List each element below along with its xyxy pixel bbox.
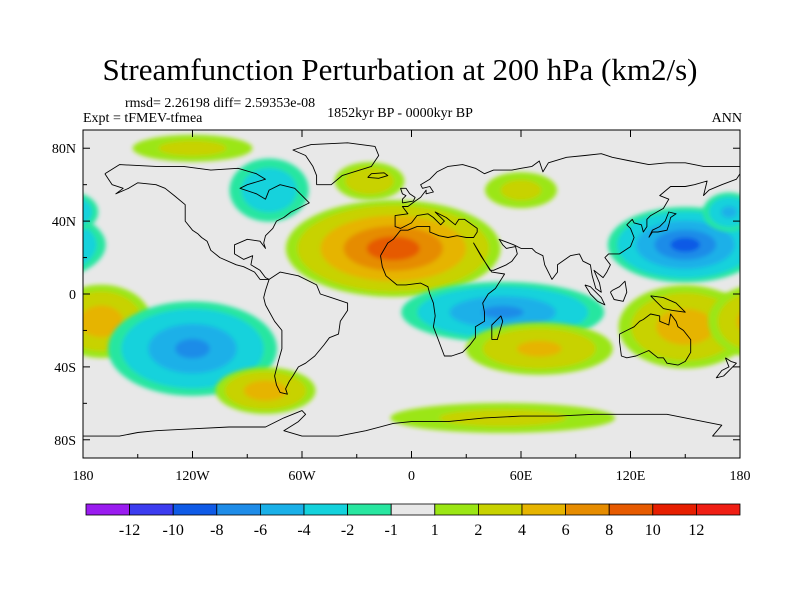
- field-feature: [83, 284, 740, 358]
- contour-level: [83, 305, 123, 338]
- contour-level-wrap: [736, 312, 740, 330]
- field-feature: [334, 162, 405, 201]
- experiment-label: Expt = tFMEV-tfmea: [83, 111, 203, 126]
- colorbar-label: -6: [254, 522, 267, 539]
- lon-tick-label: 60E: [510, 469, 533, 484]
- contour-level: [175, 338, 210, 359]
- colorbar-swatch: [390, 503, 436, 516]
- contour-level: [439, 409, 567, 427]
- field-feature: [83, 192, 740, 232]
- colorbar-label: 12: [688, 522, 704, 539]
- period-label: 1852kyr BP - 0000kyr BP: [327, 106, 473, 121]
- field-feature: [485, 172, 557, 209]
- lat-tick-label: 40N: [52, 215, 76, 230]
- axis-ticks: 80N 40N 0 40S 80S 180 120W 60W 0 60E 120E 180: [52, 130, 751, 484]
- colorbar-label: -8: [210, 522, 223, 539]
- coastline-iceland: [367, 172, 389, 179]
- contour-field: [83, 130, 740, 458]
- coastline-antarctica: [83, 410, 740, 437]
- colorbar-label: 8: [605, 522, 613, 539]
- contour-level-wrap: [717, 294, 740, 348]
- colorbar-swatch: [521, 503, 566, 516]
- lat-tick-label: 40S: [54, 361, 76, 376]
- lon-tick-label: 180: [730, 469, 751, 484]
- season-label: ANN: [711, 111, 742, 126]
- coastline-north-america: [104, 164, 310, 280]
- field-feature: [132, 134, 253, 162]
- contour-level: [158, 140, 227, 156]
- field-feature: [285, 200, 501, 297]
- coastline-new-guinea: [650, 295, 686, 313]
- colorbar-swatch: [696, 503, 741, 516]
- contour-level: [243, 380, 288, 401]
- lon-tick-label: 120E: [616, 469, 646, 484]
- field-feature: [215, 367, 316, 414]
- colorbar-label: -10: [163, 522, 184, 539]
- contour-level: [721, 206, 737, 218]
- colorbar-swatch: [434, 503, 479, 516]
- coastlines: [83, 142, 740, 437]
- colorbar-label: 4: [518, 522, 526, 539]
- coastline-new-zealand: [715, 357, 737, 379]
- colorbar-swatch: [216, 503, 261, 516]
- lat-tick-label: 80S: [54, 434, 76, 449]
- colorbar-label: 10: [645, 522, 661, 539]
- colorbar-label: -1: [385, 522, 398, 539]
- contour-level: [500, 179, 542, 201]
- field-feature: [83, 285, 740, 369]
- stats-text: rmsd= 2.26198 diff= 2.59353e-08: [125, 96, 316, 111]
- coastline-south-america: [263, 271, 349, 395]
- lat-tick-label: 0: [69, 288, 76, 303]
- coastline-uk: [400, 187, 416, 204]
- colorbar-swatch: [259, 503, 305, 516]
- contour-level-wrap: [83, 199, 93, 225]
- coastline-australia: [619, 313, 692, 366]
- colorbar-swatch: [303, 503, 348, 516]
- lon-tick-label: 180: [73, 469, 94, 484]
- colorbar-swatch: [172, 503, 218, 516]
- contour-level: [366, 236, 420, 261]
- field-feature: [465, 322, 613, 375]
- colorbar-swatch: [652, 503, 697, 516]
- coastline-japan: [648, 211, 677, 238]
- coastline-madagascar: [491, 315, 504, 341]
- coastline-africa-eurasia: [380, 153, 740, 357]
- colorbar-label: -12: [119, 522, 140, 539]
- field-feature: [83, 207, 740, 283]
- contour-level: [517, 340, 562, 357]
- field-feature: [107, 301, 278, 396]
- colorbar-swatch: [85, 503, 130, 516]
- lat-tick-label: 80N: [52, 142, 76, 157]
- contour-level: [345, 167, 394, 195]
- colorbar: -12 -10 -8 -6 -4 -2 -1 1 2 4 6 8 10 12: [85, 503, 741, 539]
- colorbar-label: -4: [297, 522, 310, 539]
- colorbar-label: 6: [562, 522, 570, 539]
- contour-level: [670, 237, 701, 253]
- plot-title: Streamfunction Perturbation at 200 hPa (…: [102, 52, 698, 87]
- contour-level: [656, 308, 715, 345]
- contour-level-wrap: [83, 303, 95, 351]
- colorbar-swatch: [129, 503, 174, 516]
- colorbar-label: -2: [341, 522, 354, 539]
- colorbar-swatch: [565, 503, 610, 516]
- lon-tick-label: 0: [408, 469, 415, 484]
- field-feature: [390, 402, 616, 433]
- contour-level: [481, 305, 524, 319]
- colorbar-label: 2: [474, 522, 482, 539]
- lon-tick-label: 120W: [175, 469, 210, 484]
- coastline-borneo: [609, 280, 628, 302]
- contour-level-wrap: [83, 225, 97, 265]
- coastline-greenland: [292, 142, 380, 186]
- lon-tick-label: 60W: [288, 469, 316, 484]
- colorbar-label: 1: [431, 522, 439, 539]
- colorbar-swatch: [608, 503, 654, 516]
- colorbar-swatch: [347, 503, 392, 516]
- coastline-sumatra: [584, 284, 606, 306]
- colorbar-swatch: [477, 503, 523, 516]
